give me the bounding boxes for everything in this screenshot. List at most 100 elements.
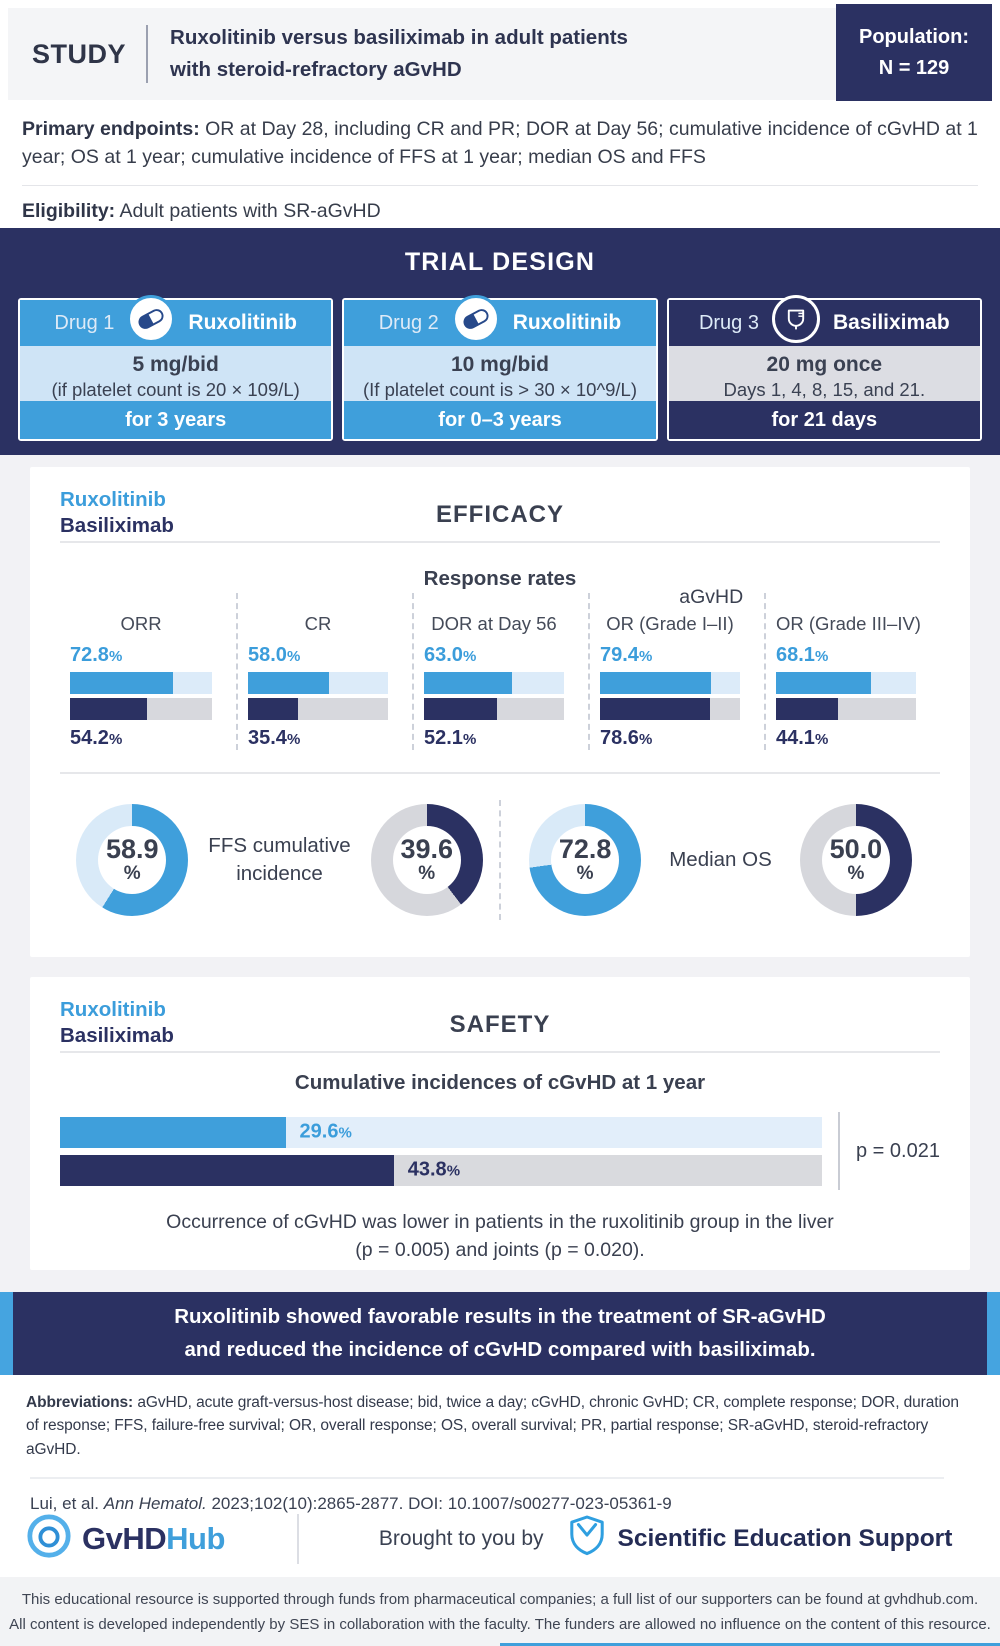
eligibility-text: Adult patients with SR-aGvHD: [119, 200, 381, 223]
page-title: Ruxolitinib versus basiliximab in adult …: [170, 22, 628, 86]
conclusion-banner: Ruxolitinib showed favorable results in …: [0, 1292, 1000, 1375]
safety-title: SAFETY: [449, 1011, 551, 1038]
cgvhd-bar-chart: 29.6% 43.8% p = 0.021: [60, 1112, 940, 1190]
page-title-line2: with steroid-refractory aGvHD: [170, 58, 462, 81]
ruxolitinib-value: 63.0%: [424, 644, 477, 666]
primary-endpoints: Primary endpoints: OR at Day 28, includi…: [22, 116, 978, 171]
conclusion-line1: Ruxolitinib showed favorable results in …: [174, 1304, 826, 1328]
p-value-line: [838, 1112, 840, 1190]
basiliximab-value: 52.1%: [424, 727, 477, 749]
median-os-label: Median OS: [669, 848, 772, 872]
basiliximab-value: 35.4%: [248, 727, 301, 749]
response-rates-chart: aGvHD ORR 72.8% 54.2% CR 58.0% 35.4% D: [60, 586, 940, 750]
ffs-ruxolitinib-donut: 58.9%: [76, 804, 189, 916]
response-column-or-grade-1-2: OR (Grade I–II) 79.4% 78.6%: [588, 593, 764, 750]
drug-card-2: Drug 2 Ruxolitinib 10 mg/bid (If platele…: [342, 295, 658, 441]
p-value-bracket: p = 0.021: [838, 1112, 940, 1190]
primary-endpoints-text: OR at Day 28, including CR and PR; DOR a…: [22, 118, 978, 168]
drug-3-dose: 20 mg once: [766, 353, 883, 376]
legend-ruxolitinib: Ruxolitinib: [60, 488, 166, 511]
drug-1-note: (if platelet count is 20 × 109/L): [51, 379, 300, 400]
drug-1-dose: 5 mg/bid: [132, 353, 219, 376]
drug-2-label: Drug 2: [378, 311, 439, 334]
cgvhd-chart-title: Cumulative incidences of cGvHD at 1 year: [294, 1071, 706, 1094]
conclusion-line2: and reduced the incidence of cGvHD compa…: [184, 1337, 816, 1361]
divider: [60, 541, 940, 543]
efficacy-title: EFFICACY: [436, 501, 564, 528]
study-label: STUDY: [32, 38, 127, 69]
endpoints-divider: [22, 185, 978, 187]
header-divider: [146, 25, 149, 83]
basiliximab-bar: [248, 698, 388, 720]
ruxolitinib-value: 79.4%: [600, 644, 653, 666]
gvhdhub-logo-icon: [26, 1513, 72, 1564]
content-band: Ruxolitinib Basiliximab EFFICACY Respons…: [0, 455, 1000, 1292]
footer-divider: [296, 1513, 299, 1564]
citation: Lui, et al. Ann Hematol. 2023;102(10):28…: [30, 1493, 672, 1513]
basiliximab-bar: [600, 698, 740, 720]
safety-card: Ruxolitinib Basiliximab SAFETY Cumulativ…: [30, 977, 970, 1270]
drug-card-2-header: Drug 2 Ruxolitinib: [344, 295, 656, 346]
ruxolitinib-bar-value: 29.6%: [299, 1120, 352, 1143]
median-os-ruxolitinib-donut: 72.8%: [529, 804, 642, 916]
eligibility: Eligibility: Adult patients with SR-aGvH…: [22, 200, 978, 223]
safety-note: Occurrence of cGvHD was lower in patient…: [166, 1211, 834, 1262]
drug-2-dose: 10 mg/bid: [450, 353, 549, 376]
ses-logo-text: Scientific Education Support: [617, 1524, 953, 1552]
header-panel: STUDY Ruxolitinib versus basiliximab in …: [8, 4, 992, 101]
donut-separator: [499, 800, 501, 920]
ses-logo: Scientific Education Support: [568, 1515, 953, 1562]
response-column-or-grade-3-4: OR (Grade III–IV) 68.1% 44.1%: [764, 593, 940, 750]
primary-endpoints-label: Primary endpoints:: [22, 118, 200, 140]
drug-card-2-body: 10 mg/bid (If platelet count is > 30 × 1…: [344, 346, 656, 401]
endpoints-section: Primary endpoints: OR at Day 28, includi…: [0, 100, 1000, 228]
banner-accent-right: [987, 1292, 1000, 1375]
response-rates-title: Response rates: [423, 567, 577, 590]
shield-icon: [568, 1515, 606, 1562]
response-column-cr: CR 58.0% 35.4%: [236, 593, 412, 750]
drug-2-note: (If platelet count is > 30 × 10^9/L): [362, 379, 637, 400]
drug-1-label: Drug 1: [54, 311, 115, 334]
basiliximab-bar: [70, 698, 212, 720]
divider: [60, 772, 940, 774]
brought-to-you-by: Brought to you by: [378, 1526, 544, 1550]
efficacy-card: Ruxolitinib Basiliximab EFFICACY Respons…: [30, 467, 970, 957]
disclaimer: This educational resource is supported t…: [0, 1577, 1000, 1646]
trial-design-title: TRIAL DESIGN: [404, 248, 596, 276]
trial-design-section: TRIAL DESIGN Drug 1 Ruxolitinib 5 mg/bid…: [0, 228, 1000, 455]
drug-3-duration: for 21 days: [668, 401, 980, 439]
population-value: N = 129: [878, 56, 950, 79]
bottom-accent-line: [500, 1643, 1000, 1646]
drug-3-label: Drug 3: [698, 311, 759, 334]
drug-card-3-body: 20 mg once Days 1, 4, 8, 15, and 21.: [668, 346, 980, 401]
drug-card-3: Drug 3 Basiliximab 20 mg once Days 1, 4,…: [666, 295, 982, 441]
legend-basiliximab: Basiliximab: [60, 1023, 174, 1047]
journal-name: Ann Hematol.: [103, 1493, 207, 1513]
population-label: Population:: [859, 25, 969, 48]
basiliximab-bar: [776, 698, 916, 720]
ffs-label: FFS cumulative incidence: [208, 834, 351, 885]
gvhdhub-logo-text: GvHDHub: [82, 1520, 225, 1556]
drug-card-1: Drug 1 Ruxolitinib 5 mg/bid (if platelet…: [18, 295, 334, 441]
abbreviations-section: Abbreviations: aGvHD, acute graft-versus…: [0, 1375, 1000, 1513]
divider: [60, 1051, 940, 1053]
ruxolitinib-bar: [424, 672, 564, 694]
efficacy-header: Ruxolitinib Basiliximab EFFICACY: [60, 467, 940, 541]
basiliximab-value: 44.1%: [776, 727, 829, 749]
drug-1-name: Ruxolitinib: [188, 311, 297, 334]
agvhd-group-label: aGvHD: [679, 586, 744, 608]
response-column-orr: ORR 72.8% 54.2%: [60, 593, 236, 750]
pill-icon: [451, 295, 500, 343]
ffs-basiliximab-donut: 39.6%: [370, 804, 483, 916]
gvhdhub-logo: GvHDHub: [26, 1513, 225, 1564]
drug-card-1-header: Drug 1 Ruxolitinib: [20, 295, 332, 346]
abbreviations: Abbreviations: aGvHD, acute graft-versus…: [26, 1394, 959, 1458]
drug-3-note: Days 1, 4, 8, 15, and 21.: [723, 379, 926, 400]
basiliximab-value: 78.6%: [600, 727, 653, 749]
divider: [30, 1476, 944, 1479]
abbreviations-label: Abbreviations:: [26, 1394, 134, 1411]
legend-basiliximab: Basiliximab: [60, 513, 174, 537]
drug-card-3-header: Drug 3 Basiliximab: [668, 295, 980, 346]
legend-ruxolitinib: Ruxolitinib: [60, 998, 166, 1021]
